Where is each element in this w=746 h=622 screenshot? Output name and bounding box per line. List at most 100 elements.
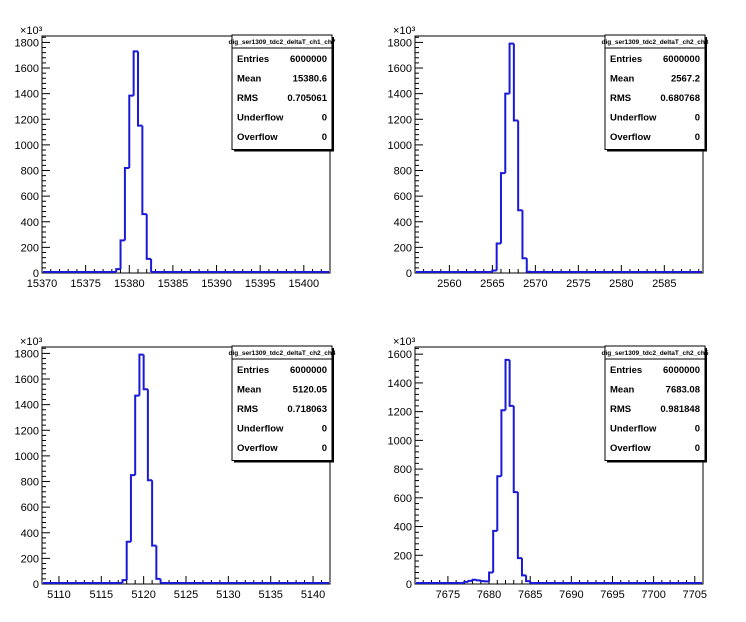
x-tick-label: 15385 <box>158 278 189 290</box>
y-tick-label: 400 <box>394 522 412 534</box>
stats-box: dig_ser1309_tdc2_deltaT_ch2_ch4 Entries 60… <box>229 345 336 463</box>
x-tick-label: 15395 <box>245 278 276 290</box>
histogram-bin <box>525 258 532 273</box>
histogram-bin <box>495 242 501 271</box>
y-tick-label: 800 <box>21 166 39 178</box>
stats-value: 0 <box>322 132 327 143</box>
stats-value: 0.680768 <box>660 93 700 104</box>
histogram-bin <box>504 92 510 174</box>
y-tick-label: 0 <box>406 579 412 591</box>
y-tick-label: 800 <box>394 464 412 476</box>
histogram-bin <box>129 474 136 542</box>
y-exponent-label: ×10³ <box>20 25 43 37</box>
stats-label: Underflow <box>237 424 284 435</box>
x-tick-label: 2570 <box>523 278 547 290</box>
stats-box-frame <box>231 34 333 150</box>
x-tick-label: 2585 <box>652 278 676 290</box>
y-tick-label: 1000 <box>388 140 412 152</box>
stats-label: Overflow <box>237 443 278 454</box>
stats-value: 6000000 <box>663 54 700 65</box>
histogram-bin <box>525 575 531 583</box>
x-tick-label: 2560 <box>437 278 461 290</box>
histogram-bin <box>471 578 477 581</box>
stats-label: Mean <box>237 385 261 396</box>
y-tick-label: 1600 <box>15 374 39 386</box>
histogram-bin <box>138 353 144 396</box>
histogram-bin <box>516 492 522 560</box>
histogram-bin <box>119 239 125 270</box>
y-tick-label: 1800 <box>15 348 39 360</box>
histogram-title: dig_ser1309_tdc2_deltaT_ch1_ch7 <box>229 39 336 46</box>
histogram-bin <box>529 581 535 584</box>
stats-value: 5120.05 <box>293 385 328 396</box>
stats-value: 0 <box>322 113 327 124</box>
histogram-bin <box>517 120 523 212</box>
y-tick-label: 600 <box>394 493 412 505</box>
x-tick-label: 2575 <box>566 278 590 290</box>
stats-value: 15380.6 <box>293 74 327 85</box>
stats-value: 6000000 <box>663 365 700 376</box>
histogram-panel-4: 0 200 400 600 800 1000 1200 1400 1600×10³ 7675 768… <box>388 336 709 601</box>
x-tick-label: 5125 <box>174 589 198 601</box>
stats-value: 0 <box>695 113 700 124</box>
stats-label: Overflow <box>610 132 651 143</box>
histogram-title: dig_ser1309_tdc2_deltaT_ch2_ch5 <box>602 350 709 357</box>
y-tick-label: 1800 <box>388 37 412 49</box>
histogram-bin <box>521 210 527 260</box>
y-tick-label: 1200 <box>15 425 39 437</box>
stats-label: Entries <box>610 54 642 65</box>
x-tick-label: 7705 <box>683 589 707 601</box>
x-tick-label: 7675 <box>436 589 460 601</box>
y-tick-label: 1000 <box>15 451 39 463</box>
histogram-bin <box>488 571 494 582</box>
y-tick-label: 1800 <box>15 37 39 49</box>
histogram-bin <box>125 540 131 581</box>
stats-value: 0 <box>322 443 327 454</box>
y-exponent-label: ×10³ <box>393 25 416 37</box>
histogram-bin <box>508 42 514 94</box>
histogram-panel-2: 0 200 400 600 800 1000 1200 1400 1600 1800×10³ 256… <box>388 25 709 290</box>
y-tick-label: 400 <box>394 217 412 229</box>
y-tick-label: 1000 <box>15 140 39 152</box>
stats-box-frame <box>231 345 333 461</box>
histogram-bin <box>141 125 147 216</box>
x-tick-label: 7680 <box>477 589 501 601</box>
x-tick-label: 5130 <box>216 589 240 601</box>
y-tick-label: 1600 <box>15 63 39 75</box>
x-tick-label: 7685 <box>518 589 542 601</box>
histogram-bin <box>492 529 498 573</box>
y-tick-label: 200 <box>394 242 412 254</box>
y-tick-label: 800 <box>21 477 39 489</box>
histogram-bin <box>123 166 130 241</box>
x-tick-label: 2580 <box>609 278 633 290</box>
stats-label: RMS <box>610 93 631 104</box>
histogram-bin <box>128 94 134 168</box>
y-tick-label: 1200 <box>15 114 39 126</box>
stats-value: 0.981848 <box>660 404 700 415</box>
stats-box-frame <box>604 345 706 461</box>
stats-label: Mean <box>237 74 261 85</box>
x-tick-label: 15390 <box>201 278 232 290</box>
stats-label: Underflow <box>610 113 657 124</box>
y-exponent-label: ×10³ <box>20 336 43 348</box>
histogram-bin <box>145 214 152 260</box>
histogram-title: dig_ser1309_tdc2_deltaT_ch2_ch4 <box>229 350 336 357</box>
histogram-bin <box>137 51 143 127</box>
histogram-panel-1: 0 200 400 600 800 1000 1200 1400 1600 1800×10³ 153… <box>15 25 336 290</box>
stats-label: Entries <box>610 365 642 376</box>
y-tick-label: 200 <box>394 550 412 562</box>
x-tick-label: 5110 <box>47 589 71 601</box>
y-tick-label: 0 <box>33 579 39 591</box>
histogram-bin <box>499 172 506 244</box>
histogram-bin <box>500 409 506 477</box>
x-tick-label: 7700 <box>641 589 665 601</box>
y-tick-label: 600 <box>21 191 39 203</box>
histogram-bin <box>115 268 121 272</box>
histogram-bin <box>155 545 161 580</box>
stats-value: 0 <box>322 424 327 435</box>
stats-value: 0.718063 <box>287 404 327 415</box>
stats-box: dig_ser1309_tdc2_deltaT_ch2_ch3 Entries 60… <box>602 34 709 152</box>
histogram-bin <box>467 579 473 582</box>
stats-value: 0 <box>695 443 700 454</box>
y-tick-label: 0 <box>406 268 412 280</box>
